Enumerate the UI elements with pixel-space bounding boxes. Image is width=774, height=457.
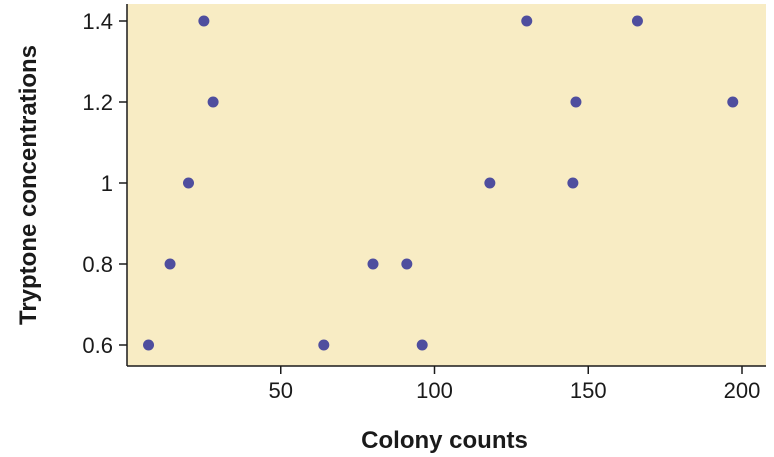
x-tick-label: 200 [724,378,761,403]
data-points [143,15,739,351]
data-point [143,339,155,351]
x-tick-label: 150 [570,378,607,403]
data-point [207,96,219,108]
x-tick-label: 100 [416,378,453,403]
y-tick-label: 0.8 [82,252,113,277]
data-point [416,339,428,351]
data-point [367,258,379,270]
data-point [567,177,579,189]
x-axis-title: Colony counts [361,427,528,454]
y-tick-label: 1.4 [82,9,113,34]
y-axis-title: Tryptone concentrations [15,45,42,325]
data-point [183,177,194,189]
data-point [631,15,643,27]
data-point [198,15,210,27]
y-tick-label: 0.6 [82,333,113,358]
data-point [484,177,496,189]
y-tick-label: 1.2 [82,90,113,115]
y-axis-ticks: 0.6 0.8 1 1.2 1.4 [82,9,127,358]
y-tick-label: 1 [101,171,113,196]
data-point [570,96,582,108]
data-point [318,339,330,351]
x-tick-label: 50 [269,378,293,403]
data-point [401,258,413,270]
data-point [164,258,176,270]
plot-area [127,4,766,366]
data-point [521,15,533,27]
data-point [727,96,739,108]
x-axis-ticks: 50 100 150 200 [269,366,761,403]
